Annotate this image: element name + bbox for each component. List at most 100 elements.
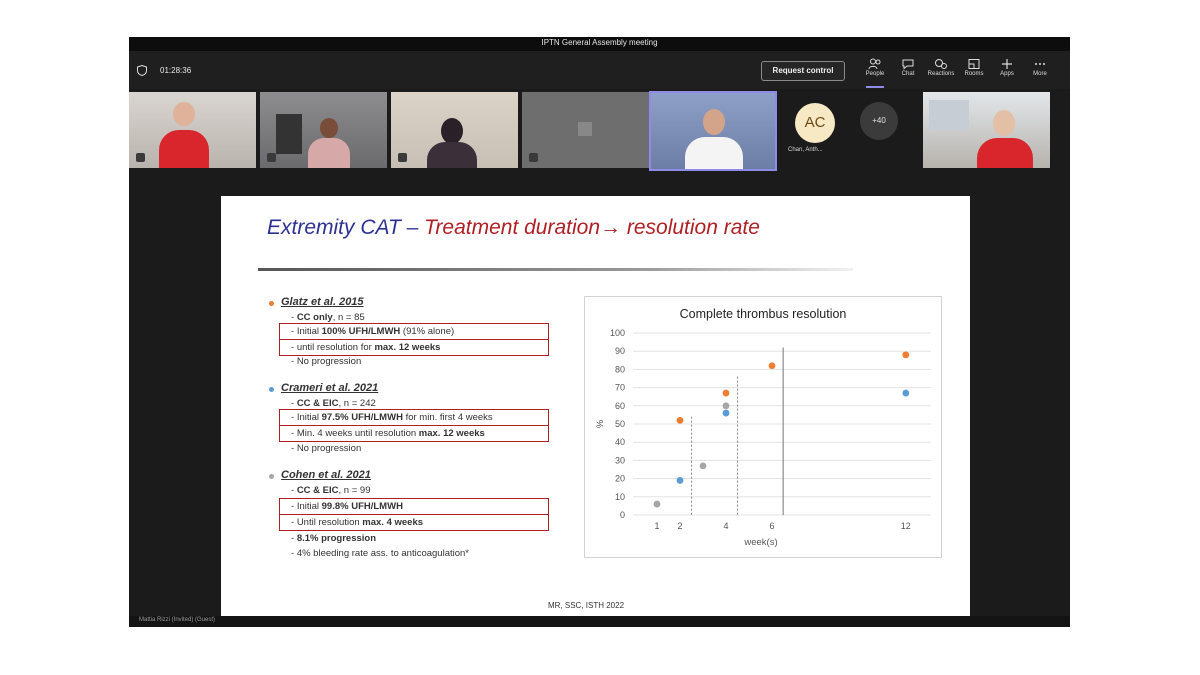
detail-text: No progression — [296, 443, 362, 454]
detail-bold: 97.5% UFH/LMWH — [321, 412, 403, 423]
detail-text: for min. first 4 weeks — [402, 412, 493, 423]
detail-bold: 99.8% UFH/LMWH — [321, 501, 403, 512]
apps-button[interactable]: Apps — [992, 56, 1022, 86]
presenter-name: Mattia Rizzi (Invited) (Guest) — [139, 617, 216, 623]
y-tick-label: 80 — [615, 364, 625, 374]
meeting-toolbar: 01:28:36 Request control People Chat Rea… — [129, 51, 1070, 89]
x-tick-label: 6 — [769, 521, 774, 531]
x-tick-label: 4 — [723, 521, 728, 531]
chart-title: Complete thrombus resolution — [680, 307, 847, 321]
apps-icon — [1002, 59, 1012, 69]
y-axis-label: % — [595, 419, 606, 428]
dash-marker: - — [291, 356, 297, 367]
shared-slide: Extremity CAT – Treatment duration→ reso… — [221, 196, 970, 616]
bullet-dot — [269, 474, 274, 479]
detail-bold: max. 12 weeks — [374, 342, 441, 353]
participant-video-6[interactable] — [923, 92, 1050, 168]
people-button[interactable]: People — [860, 56, 890, 88]
x-axis-label: week(s) — [743, 537, 777, 548]
x-tick-label: 2 — [677, 521, 682, 531]
detail-text: Initial — [296, 501, 322, 512]
dash-marker: - — [291, 398, 297, 409]
detail-bold: CC & EIC — [296, 398, 339, 409]
chat-button[interactable]: Chat — [893, 56, 923, 86]
detail-text: Initial — [296, 326, 322, 337]
meeting-window: IPTN General Assembly meeting 01:28:36 R… — [129, 37, 1070, 627]
participant-video-5-active-speaker[interactable] — [649, 91, 777, 171]
study-detail-line: - until resolution for max. 12 weeks — [291, 342, 440, 353]
apps-label: Apps — [1000, 71, 1014, 77]
more-button[interactable]: More — [1025, 56, 1055, 86]
arrow-right-icon: → — [600, 216, 622, 239]
data-point — [902, 351, 910, 359]
y-tick-label: 0 — [620, 510, 625, 520]
chat-label: Chat — [901, 71, 915, 77]
chat-icon — [902, 59, 914, 70]
detail-bold: 8.1% progression — [296, 533, 377, 544]
dash-marker: - — [291, 485, 297, 496]
data-point — [676, 416, 684, 424]
y-tick-label: 100 — [610, 328, 625, 338]
data-point — [902, 389, 910, 397]
dash-marker: - — [291, 533, 297, 544]
dash-marker: - — [291, 428, 297, 439]
shield-icon — [137, 65, 147, 76]
data-point — [722, 409, 730, 417]
participant-video-3[interactable] — [391, 92, 518, 168]
participant-avatar-name: Chan, Anth... — [788, 147, 823, 153]
study-citation: Crameri et al. 2021 — [281, 382, 379, 394]
meeting-timer: 01:28:36 — [160, 66, 192, 75]
presenter-bar: Mattia Rizzi (Invited) (Guest) — [129, 616, 1070, 627]
detail-bold: CC only — [296, 312, 333, 323]
data-point — [699, 462, 707, 470]
participant-video-4[interactable] — [522, 92, 649, 168]
participant-avatar[interactable]: AC — [795, 103, 835, 143]
bullet-dot — [269, 301, 274, 306]
highlight-box — [279, 339, 549, 356]
detail-text: 4% bleeding rate ass. to anticoagulation… — [296, 548, 469, 559]
study-detail-line: - 4% bleeding rate ass. to anticoagulati… — [291, 548, 469, 559]
y-tick-label: 20 — [615, 474, 625, 484]
participant-video-2[interactable] — [260, 92, 387, 168]
y-tick-label: 90 — [615, 346, 625, 356]
study-detail-line: - Initial 97.5% UFH/LMWH for min. first … — [291, 412, 493, 423]
mic-off-icon — [267, 153, 276, 162]
more-participants-button[interactable]: +40 — [860, 102, 898, 140]
y-tick-label: 70 — [615, 383, 625, 393]
request-control-button[interactable]: Request control — [761, 61, 845, 81]
detail-bold: 100% UFH/LMWH — [321, 326, 401, 337]
dash-marker: - — [291, 443, 297, 454]
chart-svg: Complete thrombus resolution 0 10 20 30 40 50 6… — [595, 307, 931, 548]
detail-text: Initial — [296, 412, 322, 423]
detail-text: Until resolution — [296, 517, 363, 528]
study-detail-line: - No progression — [291, 443, 361, 454]
y-tick-label: 30 — [615, 455, 625, 465]
participant-video-1[interactable] — [129, 92, 256, 168]
mic-off-icon — [136, 153, 145, 162]
study-detail-line: - CC & EIC, n = 99 — [291, 485, 370, 496]
title-bar: IPTN General Assembly meeting — [129, 37, 1070, 51]
more-label: More — [1033, 71, 1047, 77]
dash-marker: - — [291, 548, 297, 559]
y-tick-label: 10 — [615, 492, 625, 502]
study-detail-line: - Min. 4 weeks until resolution max. 12 … — [291, 428, 485, 439]
mic-off-icon — [398, 153, 407, 162]
highlight-box — [279, 514, 549, 531]
dash-marker: - — [291, 412, 297, 423]
detail-text: (91% alone) — [400, 326, 455, 337]
slide-title-part-3: resolution rate — [621, 216, 760, 239]
bullet-dot — [269, 387, 274, 392]
reactions-button[interactable]: Reactions — [926, 56, 956, 86]
rooms-button[interactable]: Rooms — [959, 56, 989, 86]
study-citation: Cohen et al. 2021 — [281, 469, 371, 481]
dash-marker: - — [291, 517, 297, 528]
people-label: People — [865, 71, 885, 77]
study-detail-line: - Initial 99.8% UFH/LMWH — [291, 501, 403, 512]
study-detail-line: - 8.1% progression — [291, 533, 376, 544]
data-point — [676, 477, 684, 484]
detail-text: No progression — [296, 356, 362, 367]
study-detail-line: - Until resolution max. 4 weeks — [291, 517, 423, 528]
dash-marker: - — [291, 312, 297, 323]
reactions-label: Reactions — [927, 71, 955, 77]
detail-bold: max. 4 weeks — [362, 517, 424, 528]
